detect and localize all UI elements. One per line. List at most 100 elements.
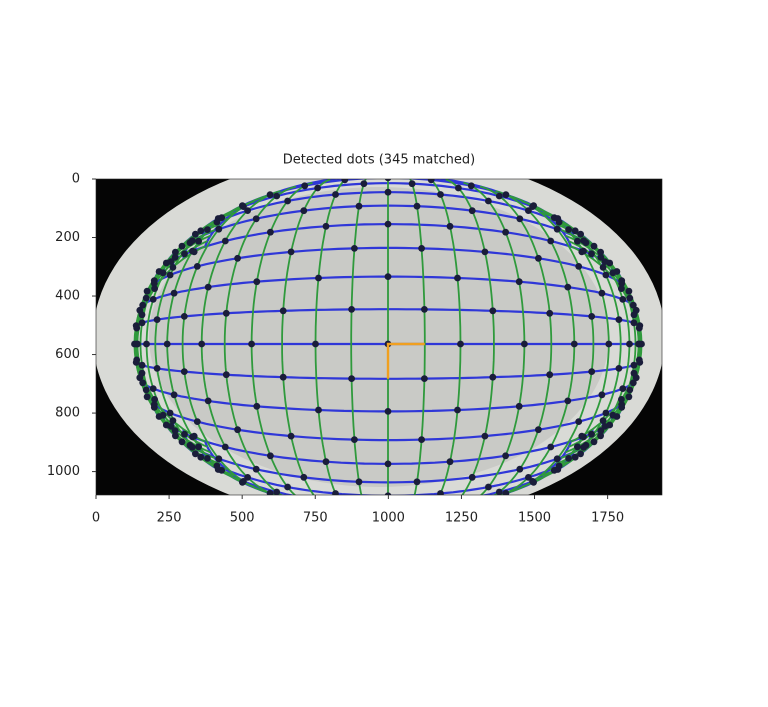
x-tick-label: 750 [303,511,328,526]
detected-dot [197,453,205,461]
detected-dot [446,458,454,466]
y-tick-label: 800 [55,406,80,421]
detected-dot [284,483,291,491]
detected-dot [598,289,606,297]
detected-dot [489,373,497,381]
detected-dot [630,369,638,377]
detected-dot [284,197,291,205]
detected-dot [195,443,203,451]
detected-dot [132,322,140,329]
detected-dot [153,365,161,372]
detected-dot [582,441,590,449]
detected-dot [360,180,368,188]
detected-dot [521,340,528,348]
detected-dot [341,505,348,512]
detected-dot [300,207,308,215]
detected-dot [204,283,212,291]
detected-dot [613,268,621,275]
detected-dot [597,432,604,440]
detected-dot [485,197,492,205]
detected-dot [178,242,186,250]
detected-dot [163,340,171,348]
detected-dot [454,406,461,414]
detected-dot [213,218,221,226]
detected-dot [618,285,625,292]
detected-dot [598,391,606,399]
detected-dot [588,368,596,375]
detected-dot [571,453,579,461]
detected-dot [455,184,462,192]
detected-dot [149,385,157,392]
detected-dot [300,473,308,481]
detected-dot [180,313,188,320]
detected-dot [171,427,179,435]
detected-dot [143,287,151,295]
grid-column [181,195,268,493]
detected-dot [138,319,146,327]
detected-dot [234,254,242,262]
detected-dot [170,391,178,399]
calibration-pattern [131,179,645,512]
detected-dot [132,359,140,366]
detected-dot [169,264,177,271]
detected-dot [384,273,392,280]
detected-dot [188,237,196,245]
detected-dot [314,184,321,192]
detected-dot [234,426,242,434]
detected-dot [322,222,330,230]
detected-dot [629,301,637,309]
detected-dot [193,263,201,270]
detected-dot [588,250,595,258]
detected-dot [301,499,308,506]
grid-column [479,185,553,495]
detected-dot [468,499,475,506]
detected-dot [626,340,633,348]
detected-dot [384,179,392,182]
detected-dot [150,280,158,287]
detected-dot [155,268,163,275]
detected-dot [195,237,203,245]
detected-dot [550,467,558,474]
detected-dot [489,307,497,315]
grid-row [204,441,572,495]
grid-column [445,179,495,495]
detected-dot [139,379,147,387]
detected-dot [468,473,476,481]
detected-dot [630,319,638,327]
detected-dot [221,443,229,451]
detected-dot [481,432,489,440]
detected-dot [279,307,287,315]
detected-dot [312,340,319,348]
detected-dot [169,417,177,424]
grid-column [223,185,297,495]
detected-dot [252,215,260,223]
detected-dot [348,306,355,313]
detected-dot [547,443,555,451]
detected-dot [221,237,229,245]
detected-dot [515,278,523,286]
detected-dot [580,237,588,245]
detected-dot [571,227,579,235]
detected-dot [151,396,159,403]
detected-dot [189,247,196,255]
detected-dot [178,438,186,446]
grid-column [508,195,595,493]
detected-dot [172,248,179,256]
detected-dot [267,228,274,236]
detected-dot [218,467,226,474]
detected-dot [266,191,274,199]
detected-dot [575,263,583,270]
detected-dot [609,411,617,419]
chart-title: Detected dots (345 matched) [283,153,475,168]
detected-dot [597,248,604,256]
detected-dot [516,465,524,473]
detected-dot [553,455,561,463]
detected-dot [570,340,578,348]
detected-dot [530,478,537,486]
detected-dot [446,222,454,230]
detected-dot [166,271,174,279]
detected-dot [502,452,509,460]
detected-dot [565,226,572,234]
lens-center [149,187,609,487]
